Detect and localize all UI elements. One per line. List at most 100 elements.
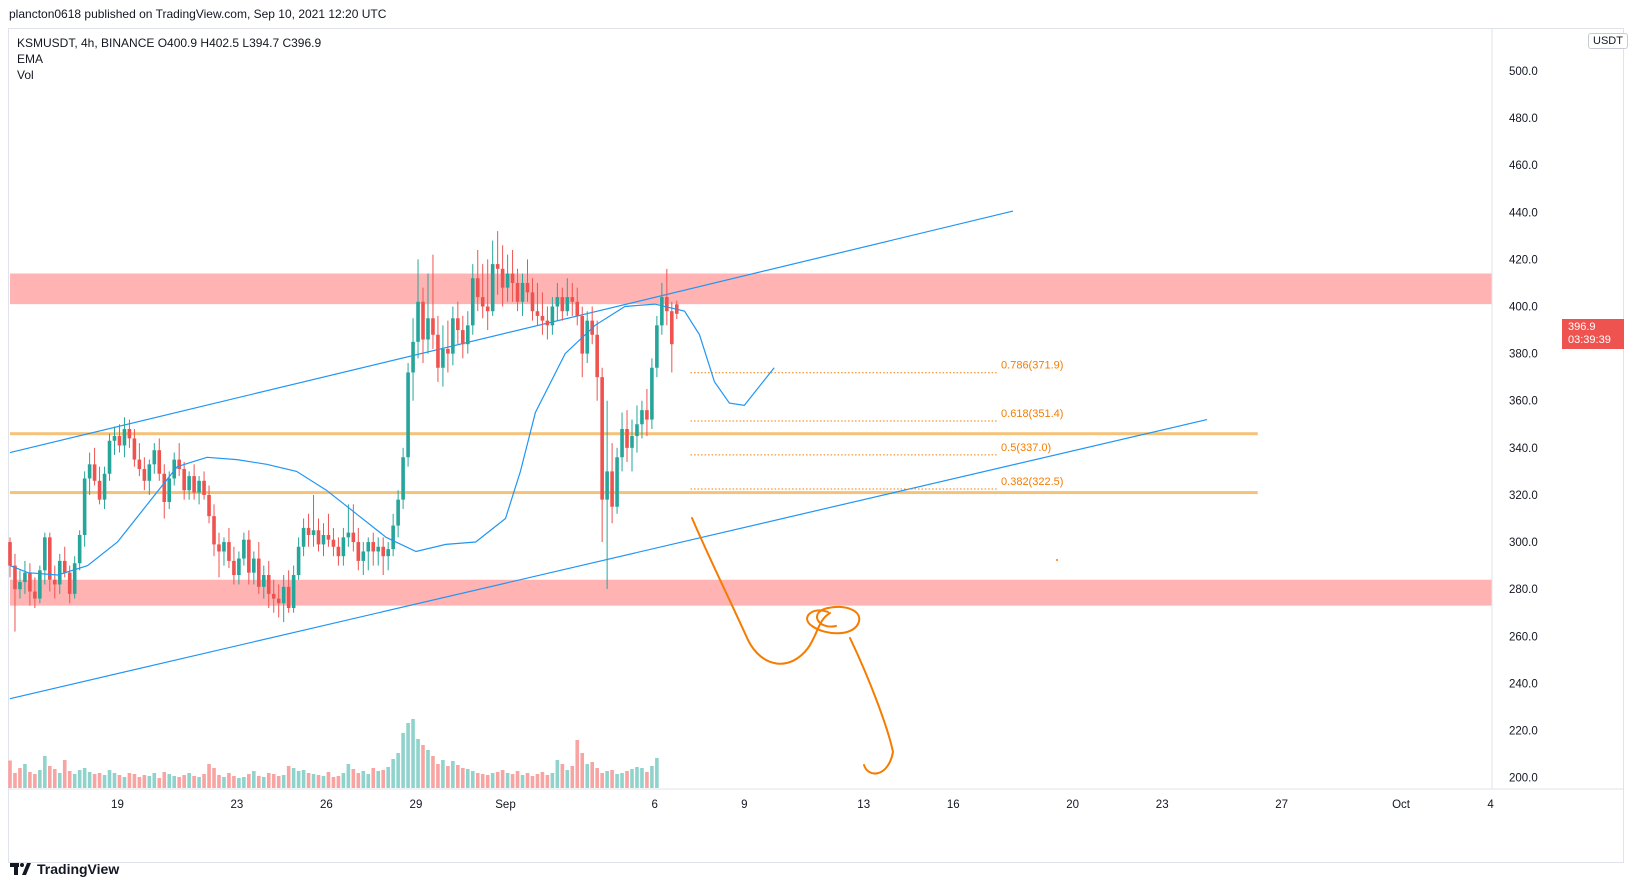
candle-body — [555, 297, 560, 307]
candle — [13, 553, 17, 632]
price-tick-label: 500.0 — [1509, 66, 1538, 78]
volume-bar — [560, 764, 565, 788]
candle — [87, 452, 92, 495]
candle — [366, 537, 371, 571]
candle — [252, 551, 256, 585]
support-zone — [10, 579, 1492, 606]
candle-body — [192, 476, 196, 493]
volume-bar — [625, 771, 629, 788]
candle — [311, 494, 316, 547]
candle-body — [112, 436, 117, 441]
candle-body — [256, 558, 261, 587]
volume-bar — [311, 774, 316, 788]
candle-body — [610, 471, 614, 507]
candle-body — [600, 377, 604, 500]
volume-bar — [510, 774, 515, 788]
volume-bar — [446, 766, 450, 788]
candle-body — [431, 318, 435, 335]
footer-brand-text: TradingView — [37, 861, 120, 877]
currency-badge[interactable]: USDT — [1588, 33, 1628, 49]
price-tick-label: 240.0 — [1509, 678, 1538, 690]
publish-line: plancton0618 published on TradingView.co… — [9, 7, 387, 21]
candle-body — [157, 450, 162, 474]
time-tick-label: 26 — [320, 799, 333, 811]
candle — [510, 249, 515, 302]
volume-bar — [600, 773, 604, 788]
volume-bar — [28, 772, 32, 788]
candle-body — [396, 499, 400, 526]
candle-body — [281, 586, 286, 604]
candle-body — [650, 367, 654, 420]
volume-bar — [291, 768, 296, 788]
candle-body — [222, 542, 226, 552]
volume-bar — [500, 770, 505, 788]
candle — [580, 306, 585, 378]
volume-bar — [52, 769, 57, 788]
volume-bar — [456, 765, 460, 788]
candle — [18, 570, 22, 599]
time-tick-label: 16 — [947, 799, 960, 811]
legend-symbol[interactable]: KSMUSDT, 4h, BINANCE O400.9 H402.5 L394.… — [17, 36, 322, 50]
volume-bar — [461, 768, 465, 788]
candle-body — [515, 282, 520, 302]
legend-vol[interactable]: Vol — [17, 68, 34, 82]
volume-bar — [256, 776, 261, 788]
volume-bar — [82, 768, 87, 788]
candle — [615, 447, 619, 514]
candle — [296, 537, 301, 580]
candle-body — [102, 473, 107, 500]
volume-bar — [212, 768, 216, 788]
volume-bar — [117, 775, 122, 788]
candle-body — [57, 560, 62, 585]
candle — [600, 367, 604, 543]
volume-bar — [132, 774, 137, 788]
volume-bar — [535, 774, 540, 788]
candle — [102, 466, 107, 510]
candle-body — [207, 494, 211, 517]
volume-bar — [162, 772, 167, 788]
candle-body — [550, 306, 555, 326]
volume-bar — [336, 776, 341, 788]
legend-ema[interactable]: EMA — [17, 52, 44, 66]
candle — [177, 443, 181, 477]
candle — [356, 527, 361, 571]
candle-body — [23, 572, 27, 583]
time-tick-label: 23 — [230, 799, 243, 811]
candle — [411, 318, 415, 401]
candle-body — [48, 537, 52, 580]
candle-body — [441, 348, 445, 368]
candle-body — [321, 534, 326, 545]
candle — [545, 306, 550, 340]
candle — [266, 560, 271, 609]
volume-bar — [610, 770, 614, 788]
candle-body — [177, 459, 181, 470]
candle-body — [540, 315, 545, 321]
volume-bar — [92, 774, 97, 788]
time-tick-label: 19 — [111, 799, 124, 811]
last-price-tag: 396.9 03:39:39 — [1562, 319, 1624, 349]
volume-bar — [112, 773, 117, 788]
volume-bar — [351, 769, 356, 788]
candle-body — [480, 297, 485, 307]
candle — [550, 297, 555, 335]
candle-body — [570, 297, 575, 302]
volume-bar — [595, 768, 599, 788]
candle — [451, 306, 455, 366]
volume-bar — [102, 775, 107, 788]
candle — [202, 471, 206, 500]
candle — [182, 461, 186, 500]
candle-body — [456, 318, 460, 331]
volume-bar — [222, 777, 226, 788]
channel-layer — [9, 210, 1208, 700]
volume-bar — [192, 776, 196, 788]
footer-brand[interactable]: TradingView — [10, 861, 119, 877]
candle — [620, 412, 624, 472]
candle — [470, 264, 475, 335]
volume-bar — [555, 760, 560, 788]
candle-body — [525, 282, 530, 293]
candle — [670, 301, 674, 373]
volume-bar — [441, 760, 445, 788]
price-tick-label: 220.0 — [1509, 725, 1538, 737]
candle-body — [311, 530, 316, 535]
